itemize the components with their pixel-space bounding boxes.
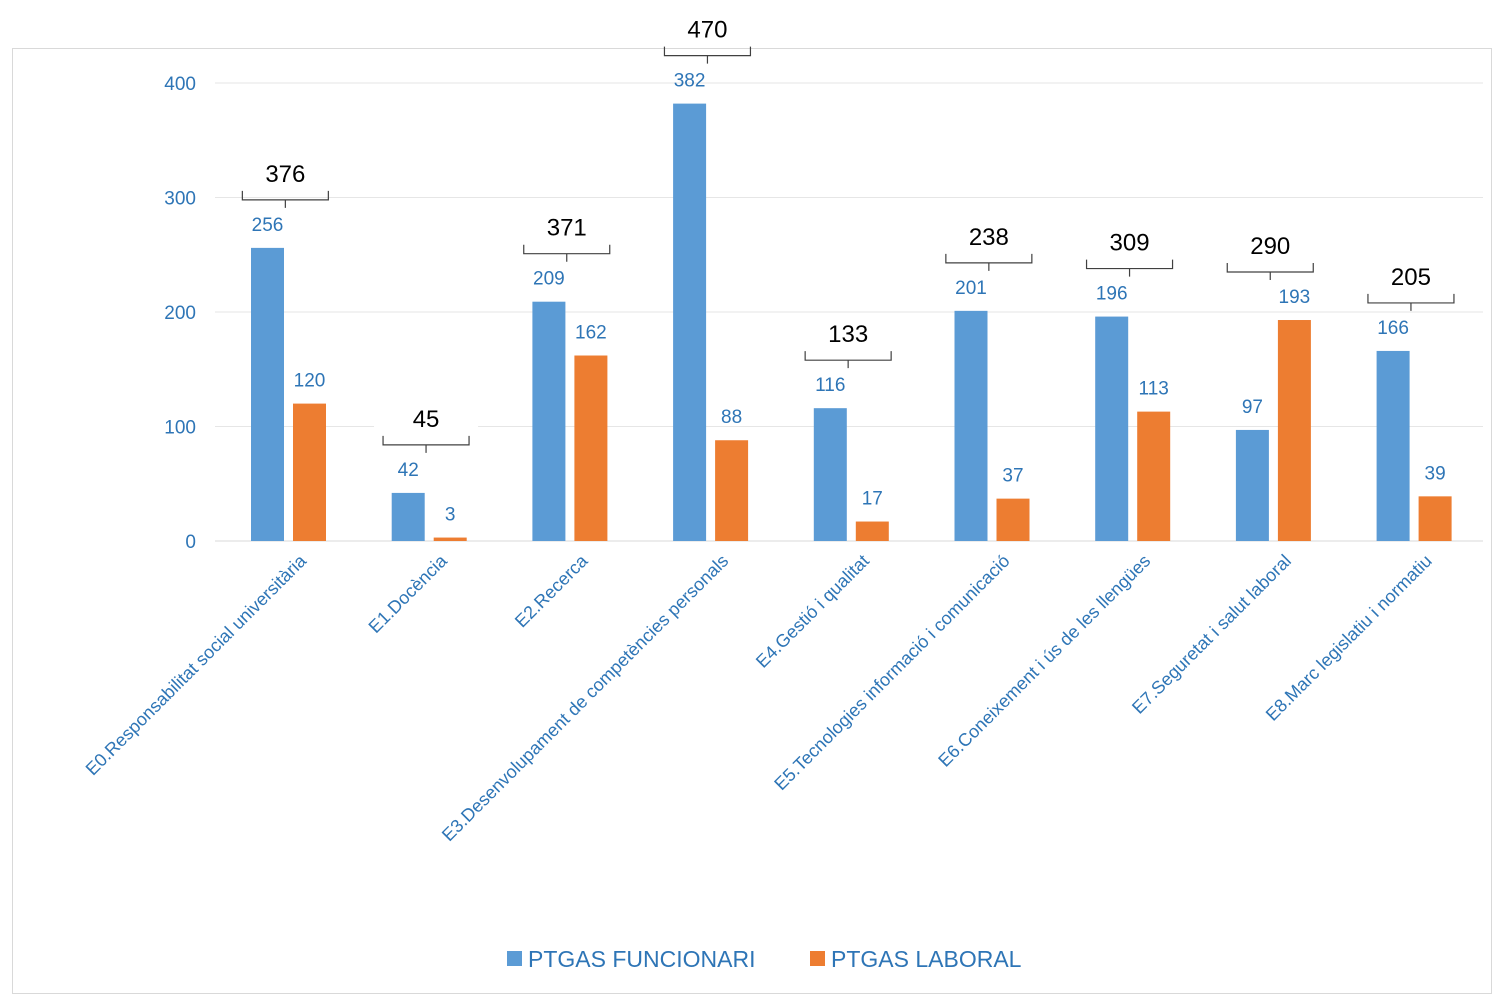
bar-funcionari xyxy=(532,301,566,541)
bar-laboral xyxy=(996,498,1030,541)
total-label-bg xyxy=(374,398,479,435)
total-callout: 45 xyxy=(374,398,479,453)
total-bracket xyxy=(1226,263,1314,281)
total-bracket xyxy=(523,244,611,262)
total-bracket xyxy=(241,190,329,208)
total-callouts: 376 45 371 470 133 238 309 290 205 xyxy=(233,9,1463,453)
total-label-bg xyxy=(1218,226,1323,263)
data-label: 256 xyxy=(252,215,284,236)
legend: PTGAS FUNCIONARI PTGAS LABORAL xyxy=(507,946,1022,972)
y-tick-label: 400 xyxy=(164,74,196,95)
data-label: 196 xyxy=(1096,284,1128,305)
total-bracket xyxy=(804,351,892,369)
bar-funcionari xyxy=(391,492,425,541)
data-label: 193 xyxy=(1279,287,1311,308)
bar-laboral xyxy=(433,537,467,541)
total-callout: 376 xyxy=(233,153,338,208)
legend-item: PTGAS FUNCIONARI xyxy=(507,946,755,972)
bar-funcionari xyxy=(813,408,847,541)
legend-swatch xyxy=(507,951,522,966)
bar-funcionari xyxy=(954,310,988,541)
bar-laboral xyxy=(574,355,608,541)
data-label: 17 xyxy=(862,489,883,510)
total-label: 376 xyxy=(265,161,305,188)
total-bracket xyxy=(1367,293,1455,311)
total-label: 238 xyxy=(969,224,1009,251)
total-label-bg xyxy=(1358,256,1463,293)
total-callout: 371 xyxy=(514,207,619,262)
bar-funcionari xyxy=(251,247,284,541)
bar-funcionari xyxy=(1095,316,1129,541)
total-callout: 238 xyxy=(936,216,1041,271)
total-label: 290 xyxy=(1250,233,1290,260)
data-label: 201 xyxy=(955,278,987,299)
bar-laboral xyxy=(855,521,889,541)
data-label: 162 xyxy=(575,323,607,344)
y-tick-label: 0 xyxy=(185,532,196,553)
total-label: 133 xyxy=(828,321,868,348)
legend-label: PTGAS LABORAL xyxy=(831,946,1022,972)
total-label-bg xyxy=(936,216,1041,253)
total-label: 205 xyxy=(1391,264,1431,291)
total-label-bg xyxy=(655,9,760,46)
data-label: 37 xyxy=(1002,466,1023,487)
total-callout: 309 xyxy=(1077,222,1182,277)
y-axis-ticks: 0 100 200 300 400 xyxy=(164,74,196,553)
data-label: 382 xyxy=(674,71,706,92)
legend-swatch xyxy=(810,951,825,966)
data-label: 113 xyxy=(1139,379,1169,400)
bars xyxy=(251,103,1452,542)
total-bracket xyxy=(1085,259,1174,277)
data-label: 39 xyxy=(1425,463,1446,484)
data-label: 209 xyxy=(533,269,565,290)
total-label-bg xyxy=(233,153,338,190)
bar-funcionari xyxy=(1376,350,1410,541)
total-bracket xyxy=(945,253,1033,271)
total-callout: 290 xyxy=(1218,226,1323,281)
total-label: 309 xyxy=(1110,230,1150,257)
legend-label: PTGAS FUNCIONARI xyxy=(528,946,755,972)
data-label: 3 xyxy=(445,505,456,526)
data-label: 116 xyxy=(815,375,845,396)
data-label: 97 xyxy=(1242,397,1263,418)
total-label-bg xyxy=(796,314,901,351)
y-tick-label: 300 xyxy=(164,189,196,210)
total-label-bg xyxy=(1077,222,1182,259)
bar-laboral xyxy=(715,440,749,541)
legend-item: PTGAS LABORAL xyxy=(810,946,1022,972)
bar-funcionari xyxy=(1235,429,1269,541)
chart-border xyxy=(12,48,1492,994)
total-label-bg xyxy=(514,207,619,244)
total-bracket xyxy=(382,435,470,453)
total-label: 45 xyxy=(413,406,440,433)
bar-laboral xyxy=(1418,496,1452,541)
data-label: 42 xyxy=(398,460,419,481)
y-tick-label: 100 xyxy=(164,418,196,439)
y-tick-label: 200 xyxy=(164,303,196,324)
total-bracket xyxy=(663,46,752,64)
data-label: 166 xyxy=(1377,318,1409,339)
bar-laboral xyxy=(1137,411,1171,541)
data-labels: 256 120 42 3 209 162 382 88 116 17 201 37 196 113 97 19… xyxy=(252,71,1446,526)
total-callout: 205 xyxy=(1358,256,1463,311)
bar-laboral xyxy=(1277,320,1311,541)
bar-funcionari xyxy=(673,103,707,542)
data-label: 88 xyxy=(721,407,742,428)
total-label: 470 xyxy=(687,17,727,44)
total-callout: 470 xyxy=(655,9,760,64)
data-label: 120 xyxy=(294,371,326,392)
total-callout: 133 xyxy=(796,314,901,369)
bar-laboral xyxy=(293,403,326,541)
total-label: 371 xyxy=(547,215,587,242)
